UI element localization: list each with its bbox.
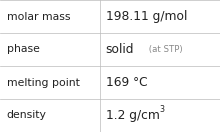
Text: 1.2 g/cm: 1.2 g/cm xyxy=(106,109,160,122)
Text: (at STP): (at STP) xyxy=(146,45,183,54)
Text: phase: phase xyxy=(7,44,39,55)
Text: 3: 3 xyxy=(160,105,165,114)
Text: solid: solid xyxy=(106,43,134,56)
Text: 169 °C: 169 °C xyxy=(106,76,147,89)
Text: melting point: melting point xyxy=(7,77,79,88)
Text: molar mass: molar mass xyxy=(7,11,70,22)
Text: 198.11 g/mol: 198.11 g/mol xyxy=(106,10,187,23)
Text: density: density xyxy=(7,110,46,121)
